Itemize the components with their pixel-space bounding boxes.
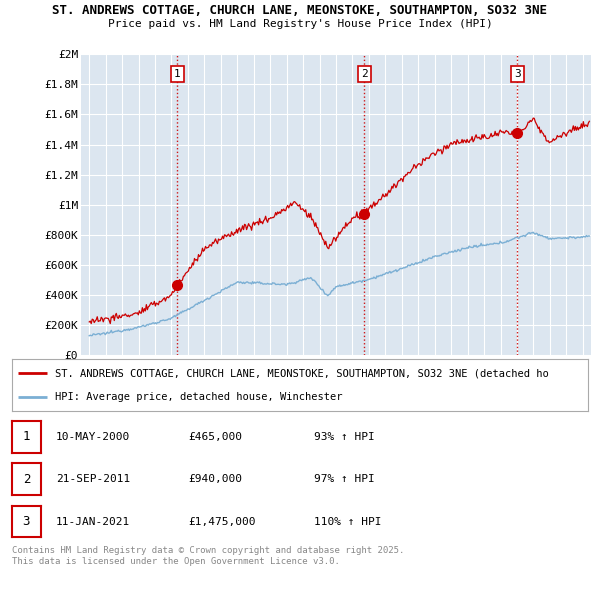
Text: Contains HM Land Registry data © Crown copyright and database right 2025.
This d: Contains HM Land Registry data © Crown c… [12, 546, 404, 566]
Text: £1,475,000: £1,475,000 [188, 517, 256, 526]
Text: ST. ANDREWS COTTAGE, CHURCH LANE, MEONSTOKE, SOUTHAMPTON, SO32 3NE (detached ho: ST. ANDREWS COTTAGE, CHURCH LANE, MEONST… [55, 368, 549, 378]
Text: 3: 3 [23, 515, 30, 528]
Text: 1: 1 [23, 430, 30, 443]
Text: 93% ↑ HPI: 93% ↑ HPI [314, 432, 374, 441]
Text: 2: 2 [361, 69, 368, 79]
Text: £465,000: £465,000 [188, 432, 242, 441]
Text: £940,000: £940,000 [188, 474, 242, 484]
Text: 1: 1 [174, 69, 181, 79]
Text: 2: 2 [23, 473, 30, 486]
Text: 10-MAY-2000: 10-MAY-2000 [56, 432, 130, 441]
Text: 97% ↑ HPI: 97% ↑ HPI [314, 474, 374, 484]
Text: HPI: Average price, detached house, Winchester: HPI: Average price, detached house, Winc… [55, 392, 343, 402]
Text: ST. ANDREWS COTTAGE, CHURCH LANE, MEONSTOKE, SOUTHAMPTON, SO32 3NE: ST. ANDREWS COTTAGE, CHURCH LANE, MEONST… [53, 4, 548, 17]
Text: 11-JAN-2021: 11-JAN-2021 [56, 517, 130, 526]
Text: 3: 3 [514, 69, 521, 79]
Text: 110% ↑ HPI: 110% ↑ HPI [314, 517, 382, 526]
Text: 21-SEP-2011: 21-SEP-2011 [56, 474, 130, 484]
Text: Price paid vs. HM Land Registry's House Price Index (HPI): Price paid vs. HM Land Registry's House … [107, 19, 493, 29]
